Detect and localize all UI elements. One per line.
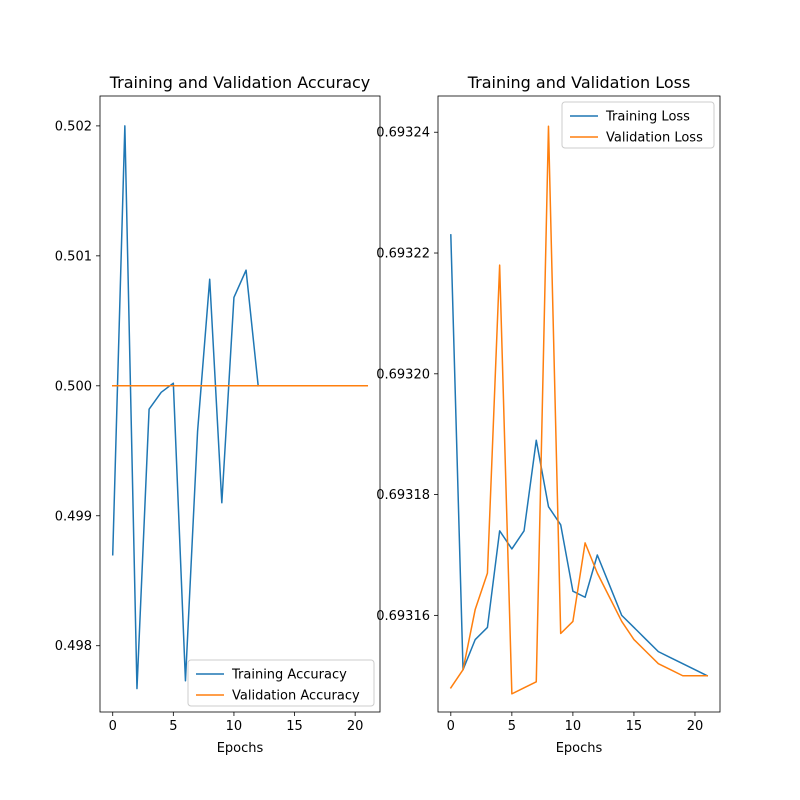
accuracy-axes-frame xyxy=(99,95,381,713)
loss-x-tick-label: 20 xyxy=(687,719,704,734)
accuracy-x-tick-label: 0 xyxy=(109,719,117,734)
loss-axes-frame xyxy=(437,95,721,713)
accuracy-y-tick-label: 0.498 xyxy=(55,639,92,654)
loss-x-tick-label: 0 xyxy=(447,719,455,734)
loss-x-tick-label: 5 xyxy=(508,719,516,734)
accuracy-legend: Training Accuracy Validation Accuracy xyxy=(187,659,375,707)
accuracy-y-tick-label: 0.500 xyxy=(55,379,92,394)
accuracy-x-tick-label: 20 xyxy=(347,719,364,734)
accuracy-x-tick-label: 5 xyxy=(169,719,177,734)
loss-y-tick-label: 0.69320 xyxy=(376,367,430,382)
loss-series-line-1 xyxy=(449,125,708,695)
loss-chart-title: Training and Validation Loss xyxy=(467,73,691,92)
accuracy-legend-label-1: Validation Accuracy xyxy=(232,689,360,704)
accuracy-series-line-0 xyxy=(111,125,260,690)
loss-x-axis-label: Epochs xyxy=(556,741,603,756)
loss-y-tick-label: 0.69318 xyxy=(376,488,430,503)
accuracy-x-tick-label: 15 xyxy=(286,719,303,734)
loss-legend-label-0: Training Loss xyxy=(605,110,690,125)
loss-y-tick-label: 0.69322 xyxy=(376,247,430,262)
accuracy-x-tick-label: 10 xyxy=(226,719,243,734)
loss-legend-label-1: Validation Loss xyxy=(606,131,703,146)
loss-legend-box xyxy=(561,101,715,149)
accuracy-y-tick-label: 0.499 xyxy=(55,509,92,524)
accuracy-y-tick-label: 0.501 xyxy=(55,249,92,264)
accuracy-chart-panel: 0 5 10 15 20 0.498 0.499 0.500 0.501 0.502 Trainin… xyxy=(55,73,381,756)
accuracy-chart-title: Training and Validation Accuracy xyxy=(109,73,371,92)
loss-x-tick-label: 10 xyxy=(565,719,582,734)
accuracy-y-tick-label: 0.502 xyxy=(55,119,92,134)
loss-x-tick-label: 15 xyxy=(626,719,643,734)
loss-y-tick-label: 0.69324 xyxy=(376,126,430,141)
accuracy-x-axis-label: Epochs xyxy=(217,741,264,756)
accuracy-legend-box xyxy=(187,659,375,707)
loss-y-tick-label: 0.69316 xyxy=(376,609,430,624)
loss-series-line-0 xyxy=(450,234,709,677)
accuracy-legend-label-0: Training Accuracy xyxy=(231,668,347,683)
loss-chart-panel: 0 5 10 15 20 0.69316 0.69318 0.69320 0.69322 0.69… xyxy=(376,73,721,756)
loss-legend: Training Loss Validation Loss xyxy=(561,101,715,149)
